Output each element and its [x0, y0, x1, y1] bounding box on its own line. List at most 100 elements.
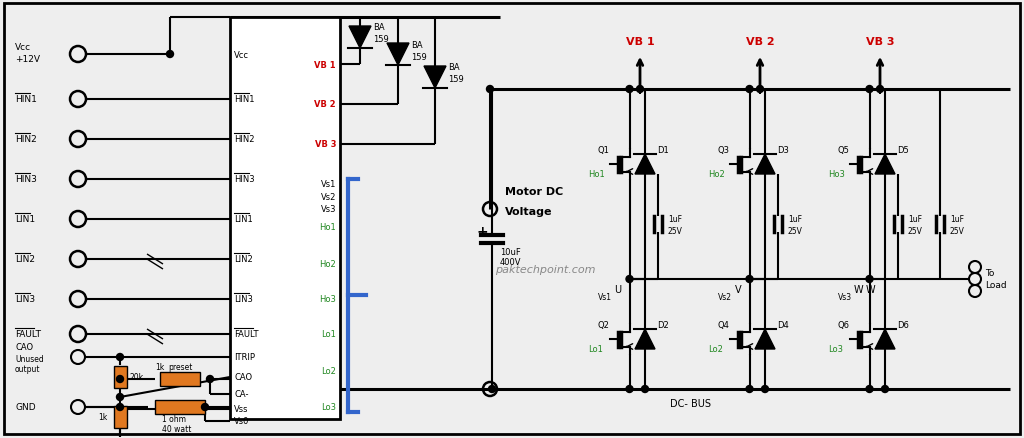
Bar [155, 400, 205, 414]
Text: LIN1: LIN1 [15, 215, 35, 224]
Text: Lo3: Lo3 [828, 345, 843, 354]
Text: CAO: CAO [234, 373, 252, 381]
Circle shape [117, 403, 124, 410]
Bar [160, 372, 200, 386]
Text: DC- BUS: DC- BUS [670, 398, 711, 408]
Text: VB 1: VB 1 [626, 37, 654, 47]
Text: Vs1: Vs1 [598, 293, 612, 302]
Text: Ho2: Ho2 [708, 170, 725, 179]
Circle shape [117, 354, 124, 360]
Bar [114, 406, 127, 428]
Circle shape [202, 403, 209, 410]
Polygon shape [755, 155, 775, 175]
Text: Lo2: Lo2 [708, 345, 723, 354]
Text: To: To [985, 269, 994, 278]
Text: 400V: 400V [500, 258, 521, 266]
Polygon shape [387, 44, 409, 66]
Text: Voltage: Voltage [505, 207, 553, 216]
Text: FAULT: FAULT [234, 330, 258, 339]
Circle shape [762, 385, 768, 392]
Polygon shape [874, 329, 895, 349]
Text: BA: BA [449, 64, 460, 72]
Text: CA-: CA- [234, 390, 249, 399]
Text: Ho2: Ho2 [319, 260, 336, 269]
Text: W: W [865, 284, 874, 294]
Text: 25V: 25V [908, 227, 923, 236]
Text: Q6: Q6 [838, 321, 850, 330]
Text: Vs1: Vs1 [321, 180, 336, 189]
Circle shape [117, 394, 124, 401]
Text: Motor DC: Motor DC [505, 187, 563, 197]
Text: Lo2: Lo2 [322, 367, 336, 376]
Text: VB 3: VB 3 [314, 140, 336, 149]
Text: Ho3: Ho3 [319, 295, 336, 304]
Text: 25V: 25V [788, 227, 803, 236]
Text: HIN2: HIN2 [234, 135, 255, 144]
Circle shape [167, 51, 173, 58]
Text: D5: D5 [897, 146, 908, 155]
Text: 1uF: 1uF [788, 215, 802, 224]
Text: HIN1: HIN1 [234, 95, 255, 104]
Text: FAULT: FAULT [15, 330, 41, 339]
Text: paktechpoint.com: paktechpoint.com [495, 265, 596, 274]
Text: 159: 159 [449, 75, 464, 84]
Circle shape [117, 376, 124, 383]
Text: Q5: Q5 [838, 146, 850, 155]
Text: LIN2: LIN2 [234, 255, 253, 264]
Circle shape [488, 385, 496, 392]
Circle shape [746, 276, 753, 283]
Circle shape [866, 385, 873, 392]
Circle shape [486, 86, 494, 93]
Circle shape [626, 385, 633, 392]
Circle shape [626, 86, 633, 93]
Text: LIN1: LIN1 [234, 215, 253, 224]
Text: Lo1: Lo1 [322, 330, 336, 339]
Text: 159: 159 [373, 35, 389, 44]
Polygon shape [874, 155, 895, 175]
Text: D2: D2 [657, 321, 669, 330]
Text: output: output [15, 365, 41, 374]
Polygon shape [635, 329, 655, 349]
Text: BA: BA [411, 40, 423, 49]
Text: 1uF: 1uF [950, 215, 964, 224]
Text: Vcc: Vcc [15, 43, 31, 53]
Text: Vs3: Vs3 [321, 205, 336, 214]
Text: VB 2: VB 2 [745, 37, 774, 47]
Text: VB 1: VB 1 [314, 60, 336, 69]
Polygon shape [349, 27, 371, 49]
Text: 10uF: 10uF [500, 247, 521, 256]
Text: GND: GND [15, 403, 36, 412]
Text: D6: D6 [897, 321, 909, 330]
Text: ITRIP: ITRIP [234, 353, 255, 362]
Text: LIN2: LIN2 [15, 255, 35, 264]
Text: HIN1: HIN1 [15, 95, 37, 104]
Text: V: V [734, 284, 741, 294]
Circle shape [866, 276, 873, 283]
Text: D4: D4 [777, 321, 788, 330]
Text: 25V: 25V [950, 227, 965, 236]
Text: HIN3: HIN3 [15, 175, 37, 184]
Text: +: + [476, 225, 487, 238]
Text: Unused: Unused [15, 355, 44, 364]
Text: W: W [853, 284, 863, 294]
Bar [230, 18, 340, 419]
Text: HIN3: HIN3 [234, 175, 255, 184]
Text: CAO: CAO [15, 343, 33, 352]
Circle shape [882, 385, 889, 392]
Circle shape [207, 376, 213, 383]
Text: BA: BA [373, 24, 385, 32]
Text: Q3: Q3 [718, 146, 730, 155]
Text: VB 2: VB 2 [314, 100, 336, 109]
Text: Q2: Q2 [598, 321, 610, 330]
Text: LIN3: LIN3 [234, 295, 253, 304]
Text: 1k: 1k [155, 363, 164, 372]
Text: Ho3: Ho3 [828, 170, 845, 179]
Text: D1: D1 [657, 146, 669, 155]
Circle shape [626, 276, 633, 283]
Polygon shape [635, 155, 655, 175]
Circle shape [866, 86, 873, 93]
Text: Vs2: Vs2 [718, 293, 732, 302]
Text: Q1: Q1 [598, 146, 610, 155]
Circle shape [746, 385, 753, 392]
Text: Lo1: Lo1 [588, 345, 603, 354]
